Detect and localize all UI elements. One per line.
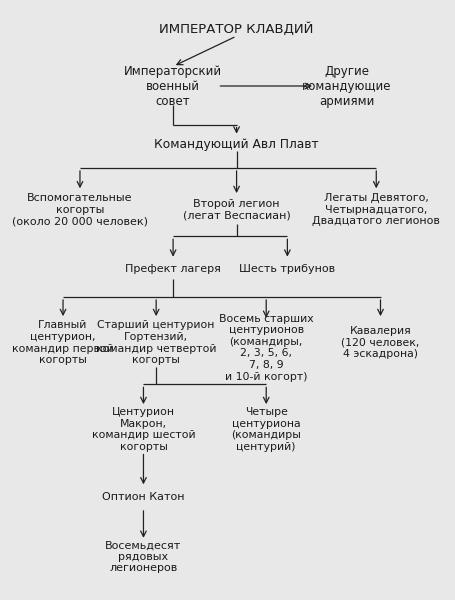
Text: Второй легион
(легат Веспасиан): Второй легион (легат Веспасиан) xyxy=(183,199,290,220)
Text: Командующий Авл Плавт: Командующий Авл Плавт xyxy=(154,138,319,151)
Text: Центурион
Макрон,
командир шестой
когорты: Центурион Макрон, командир шестой когорт… xyxy=(91,407,195,452)
Text: Старший центурион
Гортензий,
командир четвертой
когорты: Старший центурион Гортензий, командир че… xyxy=(96,320,217,365)
Text: Шесть трибунов: Шесть трибунов xyxy=(239,264,335,274)
Text: Префект лагеря: Префект лагеря xyxy=(125,264,221,274)
Text: Оптион Катон: Оптион Катон xyxy=(102,493,185,502)
Text: Четыре
центуриона
(командиры
центурий): Четыре центуриона (командиры центурий) xyxy=(231,407,301,452)
Text: Другие
командующие
армиями: Другие командующие армиями xyxy=(302,65,391,107)
Text: Вспомогательные
когорты
(около 20 000 человек): Вспомогательные когорты (около 20 000 че… xyxy=(12,193,148,226)
Text: Восемь старших
центурионов
(командиры,
2, 3, 5, 6,
7, 8, 9
и 10-й когорт): Восемь старших центурионов (командиры, 2… xyxy=(219,314,313,382)
Text: ИМПЕРАТОР КЛАВДИЙ: ИМПЕРАТОР КЛАВДИЙ xyxy=(159,23,314,36)
Text: Кавалерия
(120 человек,
4 эскадрона): Кавалерия (120 человек, 4 эскадрона) xyxy=(341,326,420,359)
Text: Главный
центурион,
командир первой
когорты: Главный центурион, командир первой когор… xyxy=(12,320,114,365)
Text: Императорский
военный
совет: Императорский военный совет xyxy=(124,65,222,107)
Text: Легаты Девятого,
Четырнадцатого,
Двадцатого легионов: Легаты Девятого, Четырнадцатого, Двадцат… xyxy=(312,193,440,226)
Text: Восемьдесят
рядовых
легионеров: Восемьдесят рядовых легионеров xyxy=(106,540,182,574)
